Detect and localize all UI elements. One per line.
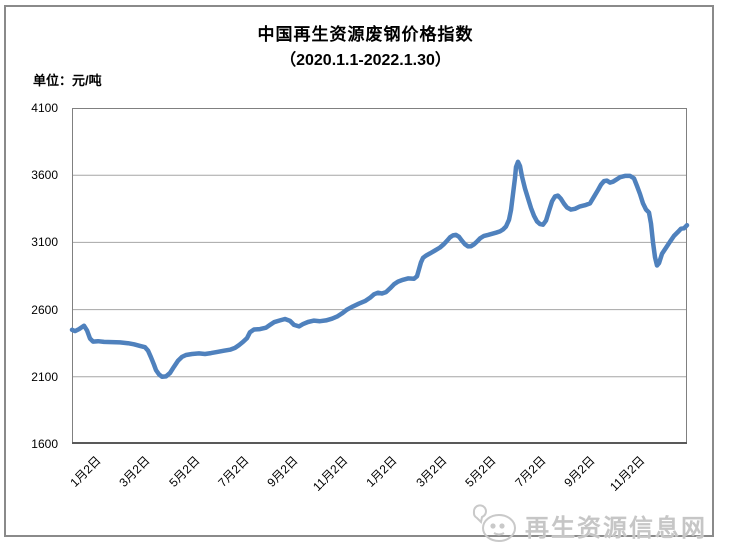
plot-area xyxy=(69,108,690,444)
y-axis-label: 2100 xyxy=(31,369,58,384)
y-axis-label: 4100 xyxy=(31,101,58,115)
y-axis-label: 3100 xyxy=(31,235,58,250)
x-axis-label: 11月2日 xyxy=(506,452,647,493)
page-title: 中国再生资源废钢价格指数 xyxy=(257,25,474,44)
y-axis-label: 1600 xyxy=(31,437,58,451)
price-line xyxy=(69,159,690,380)
unit-label: 单位：元/吨 xyxy=(33,73,102,88)
chart-frame xyxy=(4,5,714,537)
page-subtitle: （2020.1.1-2022.1.30） xyxy=(280,52,451,69)
y-axis-label: 2600 xyxy=(31,302,58,317)
y-axis-label: 3600 xyxy=(31,168,58,183)
plot-border xyxy=(72,108,687,444)
price-line-chart xyxy=(69,108,690,444)
